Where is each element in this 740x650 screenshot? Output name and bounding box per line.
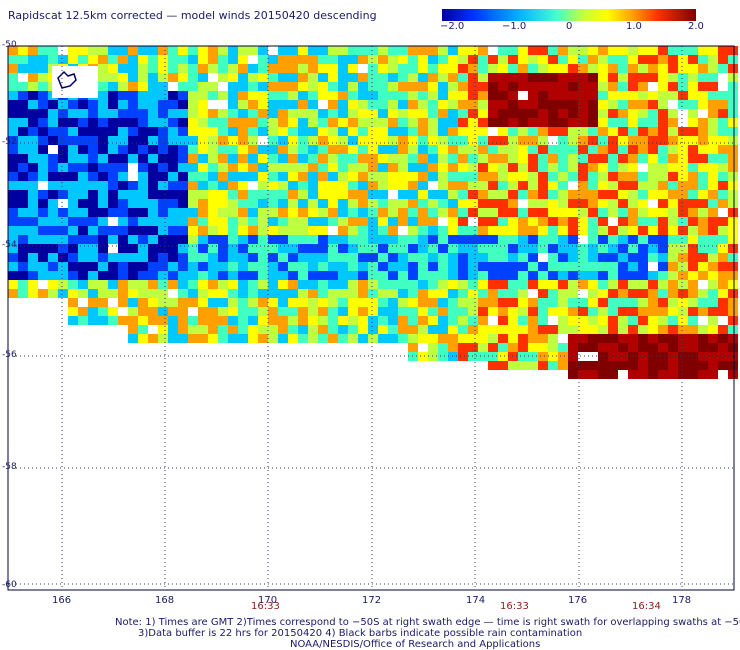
lon-label: 176 (568, 595, 588, 606)
footnote-line-2: 3)Data buffer is 22 hrs for 20150420 4) … (138, 628, 583, 639)
island-outline (57, 70, 77, 89)
data-cells (8, 46, 738, 379)
lon-label: 170 (258, 595, 278, 606)
time-label: 16:33 (500, 601, 529, 612)
map-title: Rapidscat 12.5km corrected — model winds… (8, 9, 377, 22)
lat-label: -52 (2, 137, 17, 147)
colorbar-tick: 1.0 (626, 21, 642, 32)
lat-label: -54 (2, 240, 17, 250)
time-label: 16:33 (251, 601, 280, 612)
footnote-line-1: Note: 1) Times are GMT 2)Times correspon… (115, 617, 740, 628)
lon-label: 174 (466, 595, 486, 606)
colorbar-tick: 2.0 (688, 21, 704, 32)
lat-label: -58 (2, 462, 17, 472)
lon-label: 166 (52, 595, 72, 606)
graticule (8, 45, 734, 590)
lat-label: -56 (2, 350, 17, 360)
colorbar-tick: 0 (566, 21, 573, 32)
footnote-line-3: NOAA/NESDIS/Office of Research and Appli… (290, 639, 541, 650)
colorbar-tick: −2.0 (440, 21, 465, 32)
time-label: 16:34 (632, 601, 661, 612)
lat-label: -60 (2, 580, 17, 590)
lon-label: 172 (362, 595, 382, 606)
lon-label: 178 (672, 595, 692, 606)
colorbar-tick: −1.0 (502, 21, 527, 32)
lat-label: -50 (2, 40, 17, 50)
lon-label: 168 (155, 595, 175, 606)
map-frame (7, 45, 735, 591)
colorbar (442, 9, 696, 21)
